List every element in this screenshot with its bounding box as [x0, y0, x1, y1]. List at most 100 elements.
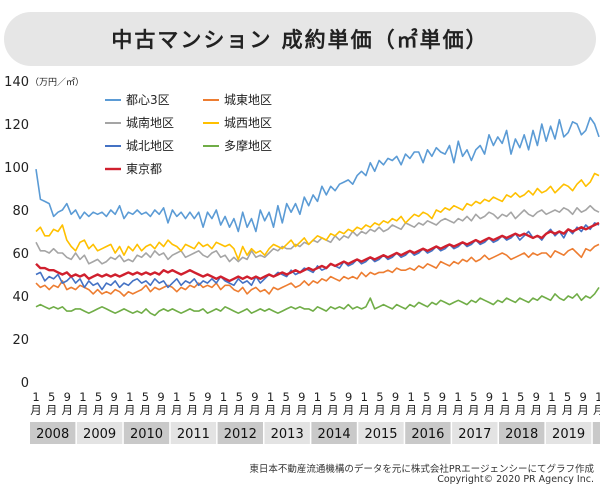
y-tick-label: 80	[12, 204, 29, 219]
x-month-unit: 月	[484, 403, 496, 417]
x-month-unit: 月	[77, 403, 89, 417]
year-label: 2008	[36, 427, 69, 442]
title-bar: 中古マンション 成約単価（㎡単価）	[4, 12, 596, 66]
x-month-unit: 月	[140, 403, 152, 417]
x-month-label: 5	[282, 390, 289, 404]
x-month-label: 5	[142, 390, 149, 404]
year-band	[170, 422, 217, 444]
x-month-label: 1	[314, 390, 321, 404]
x-month-unit: 月	[562, 403, 574, 417]
year-band	[499, 422, 545, 444]
x-month-unit: 月	[233, 403, 245, 417]
source-note: 東日本不動産流通機構のデータを元に株式会社PRエージェンシーにてグラフ作成	[249, 464, 594, 475]
year-band-partial	[592, 422, 600, 444]
x-month-label: 5	[376, 390, 383, 404]
series-line-4	[35, 172, 600, 261]
x-month-unit: 月	[30, 403, 42, 417]
x-month-unit: 月	[62, 403, 74, 417]
x-month-unit: 月	[93, 403, 105, 417]
year-label: 2017	[458, 427, 491, 442]
x-month-unit: 月	[312, 403, 324, 417]
x-month-unit: 月	[108, 403, 120, 417]
x-month-unit: 月	[327, 403, 339, 417]
x-month-label: 5	[470, 390, 477, 404]
year-label: 2011	[177, 427, 210, 442]
x-month-unit: 月	[374, 403, 386, 417]
x-month-unit: 月	[124, 403, 136, 417]
x-month-unit: 月	[593, 403, 600, 417]
chart-title: 中古マンション 成約単価（㎡単価）	[111, 28, 489, 52]
x-month-unit: 月	[155, 403, 167, 417]
y-tick-label: 0	[21, 376, 29, 391]
x-month-label: 9	[157, 390, 164, 404]
x-month-label: 1	[173, 390, 180, 404]
x-month-label: 1	[79, 390, 86, 404]
x-month-unit: 月	[468, 403, 480, 417]
x-month-label: 1	[32, 390, 39, 404]
legend-label: 多摩地区	[224, 138, 272, 153]
series-lines	[35, 116, 600, 317]
year-band	[30, 422, 76, 444]
x-month-label: 9	[580, 390, 587, 404]
series-line-3	[35, 204, 600, 265]
x-month-unit: 月	[390, 403, 402, 417]
x-month-unit: 月	[218, 403, 230, 417]
x-month-unit: 月	[531, 403, 543, 417]
legend-label: 城東地区	[224, 93, 272, 107]
x-month-label: 9	[64, 390, 71, 404]
y-tick-label: 20	[12, 333, 29, 348]
x-month-unit: 月	[296, 403, 308, 417]
x-month-label: 9	[298, 390, 305, 404]
legend-label: 城西地区	[224, 116, 272, 130]
y-tick-label: 40	[12, 290, 29, 305]
x-month-label: 9	[392, 390, 399, 404]
x-month-label: 1	[267, 390, 274, 404]
x-month-label: 5	[48, 390, 55, 404]
x-month-unit: 月	[546, 403, 558, 417]
x-month-label: 1	[361, 390, 368, 404]
year-band	[264, 422, 310, 444]
x-month-label: 5	[423, 390, 430, 404]
x-month-unit: 月	[515, 403, 527, 417]
series-line-1	[35, 116, 600, 233]
x-month-label: 9	[204, 390, 211, 404]
x-month-label: 1	[595, 390, 600, 404]
x-month-unit: 月	[249, 403, 261, 417]
x-month-label: 5	[189, 390, 196, 404]
y-tick-label: 60	[12, 247, 29, 262]
x-month-unit: 月	[405, 403, 417, 417]
x-month-label: 5	[236, 390, 243, 404]
x-month-label: 9	[111, 390, 118, 404]
x-month-unit: 月	[577, 403, 589, 417]
year-label: 2009	[83, 427, 116, 442]
series-line-2	[35, 243, 600, 297]
y-axis-label: （万円／㎡）	[30, 77, 84, 88]
year-band	[358, 422, 404, 444]
x-month-label: 9	[251, 390, 258, 404]
legend-label: 都心3区	[126, 93, 170, 107]
x-month-label: 5	[564, 390, 571, 404]
x-month-label: 1	[501, 390, 508, 404]
x-month-unit: 月	[359, 403, 371, 417]
x-month-label: 5	[329, 390, 336, 404]
x-month-label: 5	[517, 390, 524, 404]
year-label: 2019	[552, 427, 585, 442]
year-label: 2013	[271, 427, 304, 442]
y-tick-label: 100	[4, 161, 29, 176]
x-month-label: 1	[408, 390, 415, 404]
x-month-label: 9	[345, 390, 352, 404]
year-band	[76, 422, 123, 444]
x-month-label: 9	[486, 390, 493, 404]
year-label: 2010	[130, 427, 163, 442]
x-month-label: 1	[126, 390, 133, 404]
y-tick-label: 140	[4, 75, 29, 90]
x-month-label: 1	[548, 390, 555, 404]
x-axis: 1月5月9月1月5月9月1月5月9月1月5月9月1月5月9月1月5月9月1月5月…	[30, 390, 600, 444]
x-month-unit: 月	[280, 403, 292, 417]
year-label: 2018	[505, 427, 538, 442]
x-month-label: 1	[220, 390, 227, 404]
y-axis: 0 20 40 60 80 100 120 140 （万円／㎡）	[4, 75, 84, 391]
legend-label: 城南地区	[126, 115, 174, 130]
x-month-label: 9	[439, 390, 446, 404]
